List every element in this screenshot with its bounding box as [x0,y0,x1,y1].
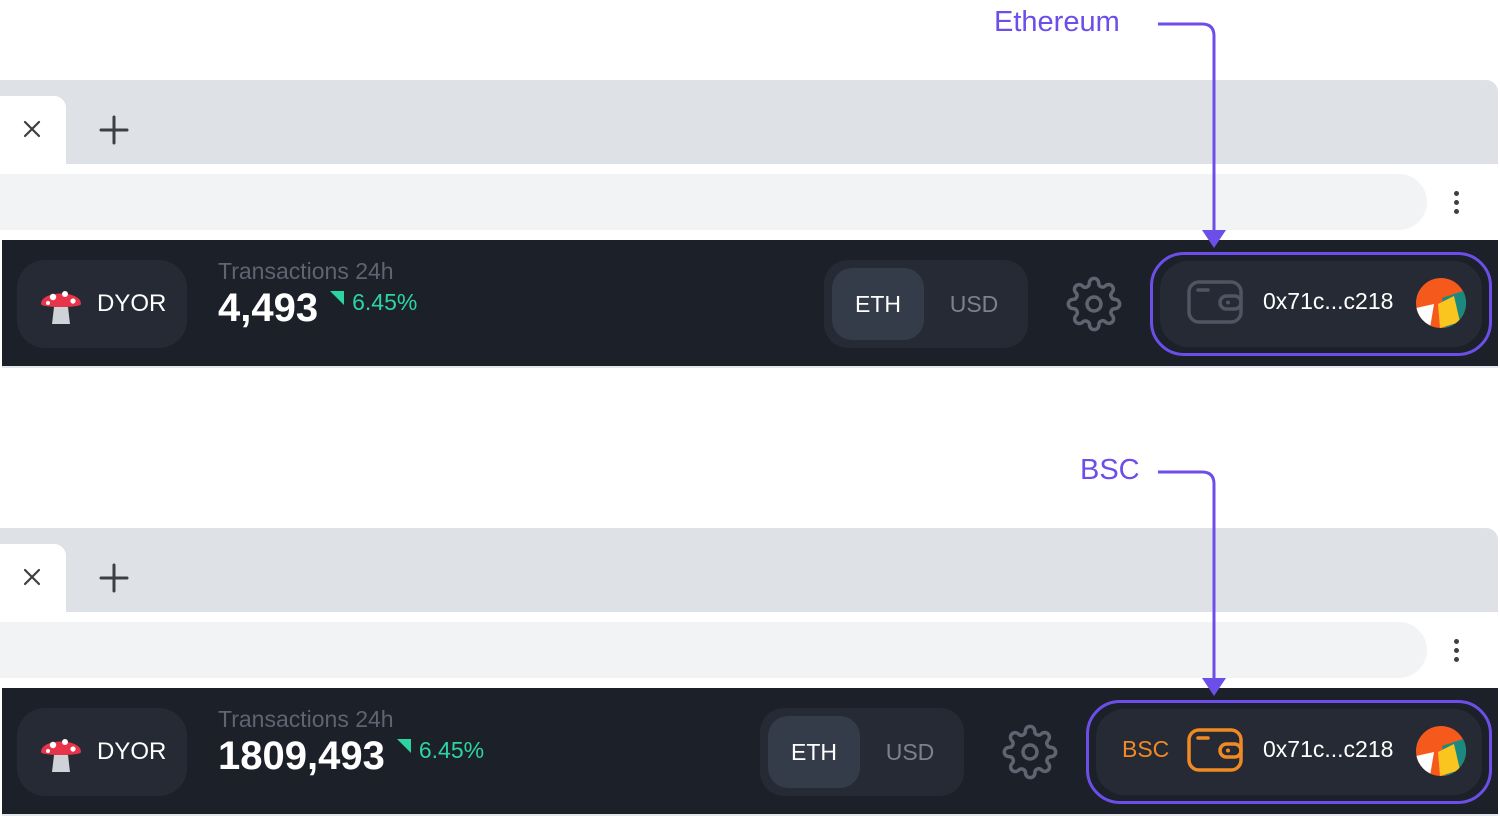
transactions-stat: Transactions 24h 4,493 6.45% [218,258,417,329]
kebab-menu-icon[interactable] [1446,188,1466,218]
stat-value: 4,493 [218,286,319,330]
app-header: DYOR Transactions 24h 1809,493 6.45% ETH… [2,688,1498,816]
mushroom-icon [41,291,81,324]
brand-label: DYOR [97,738,167,765]
callout-label-bsc: BSC [1080,454,1140,486]
address-bar[interactable] [0,174,1427,230]
address-bar-row [0,164,1500,240]
tab-strip [0,80,1498,174]
browser-tab[interactable] [0,544,66,622]
currency-toggle: ETH USD [824,260,1028,348]
browser-tab[interactable] [0,96,66,174]
stat-change: 6.45% [352,289,418,315]
plus-icon[interactable] [98,114,130,146]
app-header: DYOR Transactions 24h 4,493 6.45% ETH US… [2,240,1498,368]
jazzicon-avatar [1416,726,1466,776]
dyor-button[interactable]: DYOR [17,708,187,796]
stat-caption: Transactions 24h [218,258,394,284]
wallet-address: 0x71c...c218 [1263,288,1394,314]
wallet-icon [1187,280,1243,324]
browser-window-bsc: DYOR Transactions 24h 1809,493 6.45% ETH… [0,528,1500,816]
plus-icon[interactable] [98,562,130,594]
transactions-stat: Transactions 24h 1809,493 6.45% [218,706,484,777]
brand-label: DYOR [97,290,167,317]
address-bar-row [0,612,1500,688]
stat-caption: Transactions 24h [218,706,394,732]
currency-option-eth[interactable]: ETH [768,716,860,788]
trend-up-icon [330,291,345,305]
wallet-button[interactable]: BSC 0x71c...c218 [1086,700,1492,804]
browser-window-ethereum: DYOR Transactions 24h 4,493 6.45% ETH US… [0,80,1500,368]
gear-icon[interactable] [1066,276,1122,332]
stat-change: 6.45% [418,737,485,763]
jazzicon-avatar [1416,278,1466,328]
dyor-button[interactable]: DYOR [17,260,187,348]
currency-option-usd[interactable]: USD [885,739,935,765]
currency-option-eth[interactable]: ETH [832,268,924,340]
callout-label-ethereum: Ethereum [994,6,1120,38]
stat-value: 1809,493 [218,734,385,778]
wallet-icon [1187,728,1243,772]
wallet-address: 0x71c...c218 [1263,736,1394,762]
close-icon[interactable] [22,567,42,587]
address-bar[interactable] [0,622,1427,678]
wallet-button[interactable]: 0x71c...c218 [1150,252,1492,356]
kebab-menu-icon[interactable] [1446,636,1466,666]
tab-strip [0,528,1498,622]
currency-toggle: ETH USD [760,708,964,796]
currency-option-usd[interactable]: USD [949,291,999,317]
mushroom-icon [41,739,81,772]
trend-up-icon [396,739,411,753]
network-label: BSC [1122,736,1170,762]
close-icon[interactable] [22,119,42,139]
gear-icon[interactable] [1002,724,1058,780]
